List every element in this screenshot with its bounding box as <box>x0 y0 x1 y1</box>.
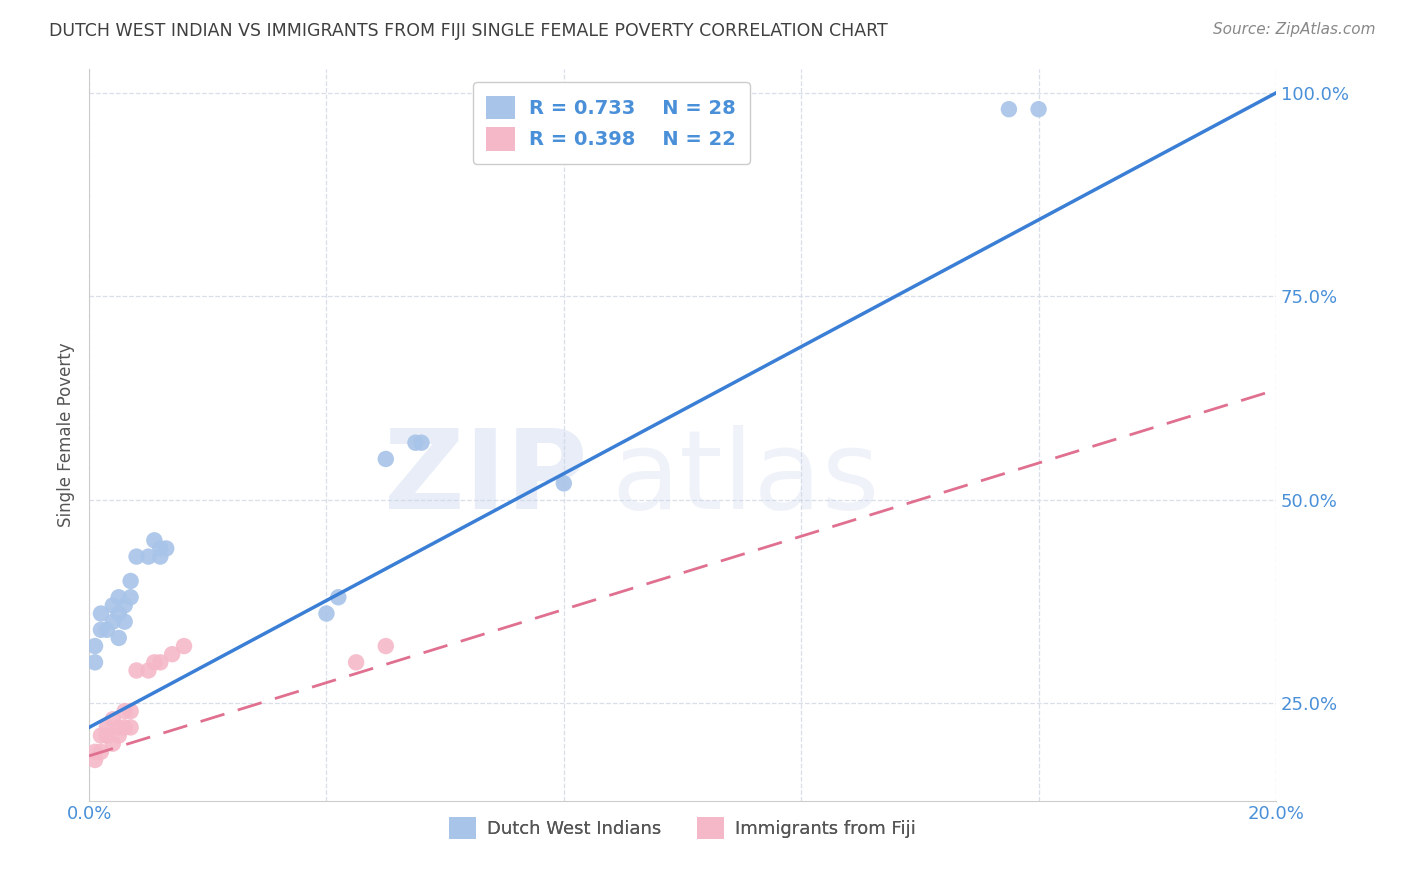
Point <box>149 541 172 556</box>
Point <box>107 729 129 743</box>
Point <box>374 639 396 653</box>
Point <box>155 541 177 556</box>
Point <box>1028 102 1050 116</box>
Point <box>101 615 124 629</box>
Point <box>173 639 195 653</box>
Point <box>90 745 112 759</box>
Point <box>107 591 129 605</box>
Point <box>553 476 575 491</box>
Point <box>998 102 1021 116</box>
Point <box>149 656 172 670</box>
Point <box>344 656 367 670</box>
Text: atlas: atlas <box>612 425 880 532</box>
Point <box>315 607 337 621</box>
Point <box>143 533 166 548</box>
Point <box>114 615 136 629</box>
Point <box>96 623 118 637</box>
Point <box>149 549 172 564</box>
Point <box>374 452 396 467</box>
Point <box>107 607 129 621</box>
Point <box>120 720 142 734</box>
Point <box>84 656 107 670</box>
Point <box>84 745 107 759</box>
Point <box>411 435 433 450</box>
Point <box>114 599 136 613</box>
Point <box>125 549 148 564</box>
Point <box>114 720 136 734</box>
Point <box>125 664 148 678</box>
Point <box>90 607 112 621</box>
Point <box>96 729 118 743</box>
Point <box>107 631 129 645</box>
Point <box>90 729 112 743</box>
Point <box>96 720 118 734</box>
Point <box>404 435 426 450</box>
Point <box>84 639 107 653</box>
Text: DUTCH WEST INDIAN VS IMMIGRANTS FROM FIJI SINGLE FEMALE POVERTY CORRELATION CHAR: DUTCH WEST INDIAN VS IMMIGRANTS FROM FIJ… <box>49 22 889 40</box>
Point <box>114 704 136 718</box>
Point <box>120 704 142 718</box>
Point <box>143 656 166 670</box>
Point <box>84 753 107 767</box>
Point <box>101 712 124 726</box>
Y-axis label: Single Female Poverty: Single Female Poverty <box>58 343 75 527</box>
Point <box>138 664 160 678</box>
Point <box>101 737 124 751</box>
Point <box>101 599 124 613</box>
Text: ZIP: ZIP <box>384 425 588 532</box>
Point <box>107 720 129 734</box>
Point <box>120 574 142 588</box>
Legend: Dutch West Indians, Immigrants from Fiji: Dutch West Indians, Immigrants from Fiji <box>441 810 924 847</box>
Point <box>138 549 160 564</box>
Point <box>120 591 142 605</box>
Point <box>328 591 350 605</box>
Point <box>90 623 112 637</box>
Point <box>160 647 183 661</box>
Text: Source: ZipAtlas.com: Source: ZipAtlas.com <box>1212 22 1375 37</box>
